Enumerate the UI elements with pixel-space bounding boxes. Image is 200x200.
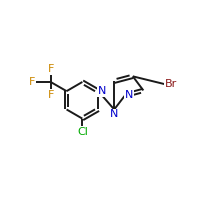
Text: N: N — [125, 90, 133, 100]
Text: N: N — [110, 109, 118, 119]
Text: F: F — [47, 90, 54, 100]
Text: Br: Br — [164, 79, 177, 89]
Text: Cl: Cl — [77, 127, 88, 137]
Text: F: F — [28, 77, 35, 87]
Text: F: F — [47, 64, 54, 74]
Text: N: N — [98, 86, 107, 96]
